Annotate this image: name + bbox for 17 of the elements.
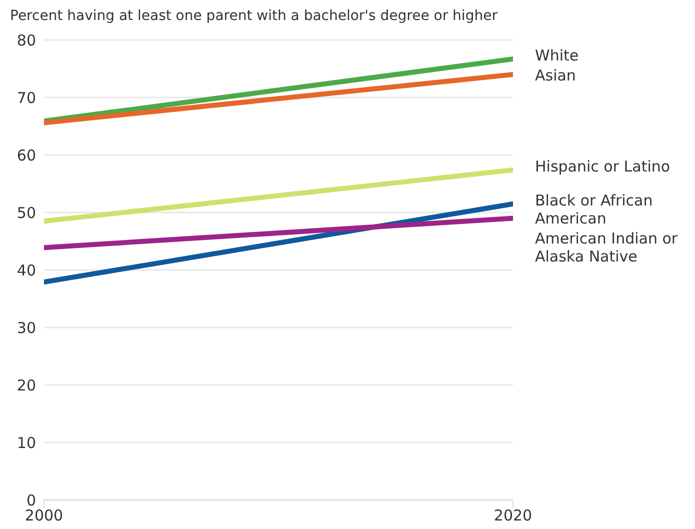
- chart-title: Percent having at least one parent with a bachelor's degree or higher: [10, 8, 498, 24]
- y-tick-label: 0: [26, 491, 36, 510]
- y-tick-label: 20: [16, 376, 36, 394]
- y-tick-label: 40: [16, 261, 36, 280]
- y-tick-label: 60: [16, 146, 36, 164]
- y-tick-label: 80: [16, 31, 36, 50]
- y-tick-label: 70: [16, 88, 36, 107]
- x-tick-label: 2000: [24, 506, 64, 525]
- series-label: Black or African American: [535, 191, 653, 228]
- x-tick-label: 2020: [494, 506, 532, 525]
- y-tick-label: 10: [16, 434, 36, 452]
- series-label: American Indian or Alaska Native: [535, 229, 678, 266]
- series-label: Asian: [535, 66, 576, 84]
- y-tick-label: 50: [16, 204, 36, 222]
- series-label: White: [535, 46, 579, 64]
- y-tick-label: 30: [16, 318, 36, 337]
- series-label: Hispanic or Latino: [535, 157, 670, 176]
